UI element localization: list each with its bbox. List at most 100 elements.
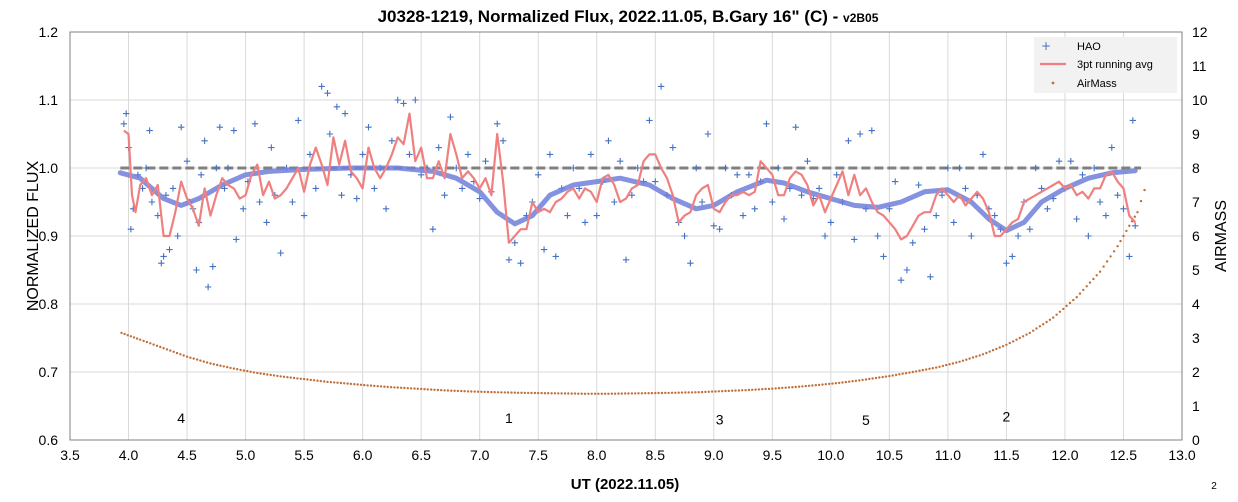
hao-point [652,178,659,185]
hao-point [412,96,419,104]
airmass-point [152,343,155,346]
hao-point [1131,222,1139,229]
hao-point [197,171,205,178]
hao-point [657,83,665,90]
airmass-point [557,392,560,395]
y2-tick-label: 3 [1192,330,1200,346]
airmass-point [159,345,162,349]
hao-point [435,144,442,151]
airmass-point [804,384,807,388]
hao-point [201,137,208,144]
airmass-point [1058,310,1062,313]
airmass-point [754,388,757,391]
airmass-point [1122,234,1125,238]
hao-point [169,185,177,192]
airmass-point [690,391,694,394]
airmass-point [710,390,714,393]
y2-tick-label: 12 [1192,24,1208,40]
airmass-point [807,384,811,387]
airmass-point [1032,329,1035,332]
airmass-point [1128,224,1131,227]
airmass-point [680,391,684,394]
hao-point [505,256,513,263]
airmass-point [266,373,269,376]
airmass-point [938,365,941,368]
hao-point [178,124,185,131]
airmass-point [219,364,222,367]
airmass-point [667,391,670,395]
airmass-point [935,366,938,369]
airmass-point [172,350,175,353]
airmass-point [563,392,567,395]
x-tick-label: 8.5 [646,447,666,463]
airmass-point [276,374,279,378]
airmass-point [155,344,159,347]
airmass-point [182,354,185,357]
hao-point [587,151,595,158]
airmass-point [841,381,844,384]
airmass-point [272,374,276,377]
y2-tick-label: 10 [1192,92,1208,108]
airmass-point [761,388,764,391]
airmass-point [975,355,978,358]
y-tick-label: 0.7 [39,364,59,380]
hao-point [312,185,320,192]
hao-point [1032,164,1039,172]
hao-point [193,266,200,274]
airmass-point [838,381,841,385]
airmass-point [463,390,466,393]
airmass-point [737,389,741,392]
hao-point [1108,144,1115,151]
x-tick-label: 13.0 [1168,447,1195,463]
airmass-point [777,387,781,390]
airmass-point [881,375,884,379]
hao-point [581,219,589,226]
airmass-point [985,351,988,355]
airmass-point [470,390,473,393]
airmass-point [1028,331,1032,335]
airmass-point [289,376,292,379]
hao-point [1055,158,1063,165]
hao-point [371,185,378,192]
airmass-point [704,390,707,394]
y-tick-label: 0.8 [39,296,59,312]
hao-point [745,171,753,178]
airmass-point [359,383,363,386]
airmass-point [1072,298,1075,302]
airmass-point [506,391,510,394]
chart-title: J0328-1219, Normalized Flux, 2022.11.05,… [378,7,879,26]
airmass-point [306,378,309,381]
airmass-point [1052,316,1055,319]
hao-point [546,151,554,158]
airmass-point [650,391,654,395]
airmass-point [393,386,396,389]
hao-point [903,266,911,274]
airmass-point [1015,338,1018,341]
airmass-point [420,387,423,391]
airmass-point [436,388,440,392]
airmass-point [965,358,968,361]
airmass-point [496,391,500,394]
hao-point [593,212,600,219]
airmass-point [794,385,797,389]
airmass-point [991,349,995,352]
hao-point [230,127,238,134]
airmass-point [961,359,965,362]
legend-hao-label: HAO [1077,41,1101,53]
airmass-point [259,372,262,375]
airmass-point [834,382,838,385]
airmass-point [878,376,881,379]
hao-point [464,151,472,158]
airmass-point [617,392,620,395]
airmass-point [179,353,182,356]
airmass-point [423,388,426,391]
y2-tick-label: 2 [1192,364,1200,380]
hao-point [251,120,259,127]
airmass-point [516,391,520,394]
airmass-point [781,386,784,390]
airmass-point [593,392,597,395]
airmass-point [717,390,720,393]
airmass-point [741,389,744,392]
airmass-point [814,384,817,387]
airmass-point [684,391,687,394]
